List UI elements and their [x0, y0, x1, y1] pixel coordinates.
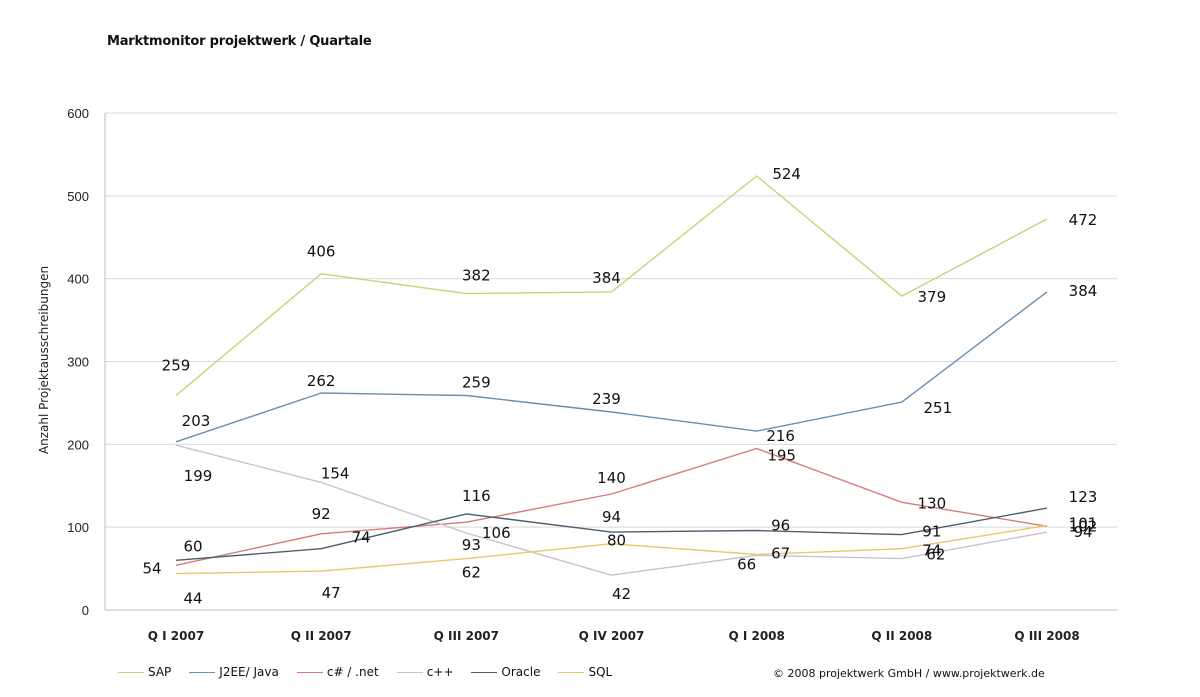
series-line-c-	[175, 444, 1048, 576]
data-label: 251	[924, 399, 953, 417]
y-tick-label: 300	[67, 355, 89, 370]
copyright-notice: © 2008 projektwerk GmbH / www.projektwer…	[773, 667, 1045, 680]
x-tick-label: Q I 2008	[728, 629, 784, 643]
series-line-oracle	[175, 507, 1048, 561]
y-tick-label: 200	[67, 437, 89, 452]
data-label: 80	[607, 532, 626, 550]
x-tick-label: Q II 2007	[291, 629, 352, 643]
data-label: 42	[612, 585, 631, 603]
data-label: 74	[352, 529, 371, 547]
legend-label: SAP	[148, 665, 172, 679]
data-label: 94	[602, 508, 621, 526]
data-label: 216	[766, 427, 795, 445]
data-label: 382	[462, 267, 491, 285]
data-label: 239	[592, 390, 621, 408]
data-label: 524	[772, 165, 801, 183]
legend-item: c++	[396, 665, 454, 679]
data-label: 101	[1069, 514, 1098, 532]
data-label: 154	[321, 464, 350, 482]
data-label: 384	[1069, 282, 1098, 300]
data-label: 102	[1069, 518, 1098, 536]
series-lines	[175, 175, 1048, 576]
data-label: 116	[462, 487, 491, 505]
data-label: 259	[462, 373, 491, 391]
legend-item: c# / .net	[296, 665, 379, 679]
data-label: 384	[592, 269, 621, 287]
axes	[104, 113, 1117, 611]
data-label: 66	[737, 555, 756, 573]
data-label: 262	[307, 372, 336, 390]
data-label: 195	[767, 446, 796, 464]
y-tick-label: 500	[67, 189, 89, 204]
x-tick-label: Q IV 2007	[579, 629, 645, 643]
data-label: 406	[307, 243, 336, 261]
data-label: 123	[1069, 488, 1098, 506]
data-label: 130	[918, 494, 947, 512]
data-label: 140	[597, 469, 626, 487]
data-labels: 259 406 382 384 524 379 472 203 262 259 239 216 251 3…	[142, 165, 1097, 608]
data-label: 54	[142, 559, 161, 577]
series-line-j2ee-java	[175, 291, 1048, 443]
series-line-c-net	[175, 447, 1048, 566]
legend-item: SAP	[118, 665, 171, 679]
data-label: 91	[922, 523, 941, 541]
y-tick-label: 600	[67, 106, 89, 121]
data-label: 199	[184, 467, 213, 485]
legend-item: Oracle	[471, 665, 540, 679]
x-tick-label: Q III 2008	[1014, 629, 1079, 643]
legend-swatch	[471, 671, 498, 673]
series-line-sql	[175, 524, 1048, 575]
data-label: 67	[771, 545, 790, 563]
legend-item: J2EE/ Java	[189, 665, 279, 679]
legend-item: SQL	[558, 665, 612, 679]
y-tick-label: 400	[67, 272, 89, 287]
data-label: 62	[462, 564, 481, 582]
data-label: 379	[918, 288, 947, 306]
y-tick-label: 100	[67, 520, 89, 535]
x-tick-label: Q III 2007	[434, 629, 499, 643]
legend-swatch	[396, 671, 423, 673]
series-line-sap	[175, 175, 1048, 397]
legend: SAP J2EE/ Java c# / .net c++ Oracle SQL	[118, 665, 630, 679]
data-label: 472	[1069, 211, 1098, 229]
data-label: 96	[771, 516, 790, 534]
legend-swatch	[189, 671, 216, 673]
legend-label: J2EE/ Java	[219, 665, 279, 679]
data-label: 93	[462, 536, 481, 554]
x-tick-labels: Q I 2007 Q II 2007 Q III 2007 Q IV 2007 Q I …	[148, 629, 1080, 643]
data-label: 74	[922, 542, 941, 560]
x-tick-label: Q I 2007	[148, 629, 204, 643]
chart-title: Marktmonitor projektwerk / Quartale	[107, 34, 372, 49]
data-label: 62	[926, 546, 945, 564]
legend-label: Oracle	[501, 665, 541, 679]
legend-swatch	[118, 671, 144, 673]
data-label: 60	[183, 537, 202, 555]
legend-label: SQL	[588, 665, 613, 679]
data-label: 44	[183, 590, 202, 608]
legend-swatch	[296, 671, 323, 673]
data-label: 47	[322, 584, 341, 602]
y-tick-label: 0	[82, 603, 89, 618]
legend-label: c++	[426, 665, 454, 679]
y-tick-labels: 0 100 200 300 400 500 600	[67, 106, 89, 618]
x-tick-label: Q II 2008	[871, 629, 932, 643]
legend-label: c# / .net	[326, 665, 379, 679]
data-label: 203	[182, 412, 211, 430]
data-label: 259	[162, 356, 191, 374]
gridlines	[105, 112, 1117, 528]
data-label: 106	[482, 524, 511, 542]
legend-swatch	[558, 671, 585, 673]
data-label: 92	[312, 505, 331, 523]
data-label: 94	[1073, 523, 1092, 541]
y-axis-label: Anzahl Projektausschreibungen	[37, 266, 51, 454]
